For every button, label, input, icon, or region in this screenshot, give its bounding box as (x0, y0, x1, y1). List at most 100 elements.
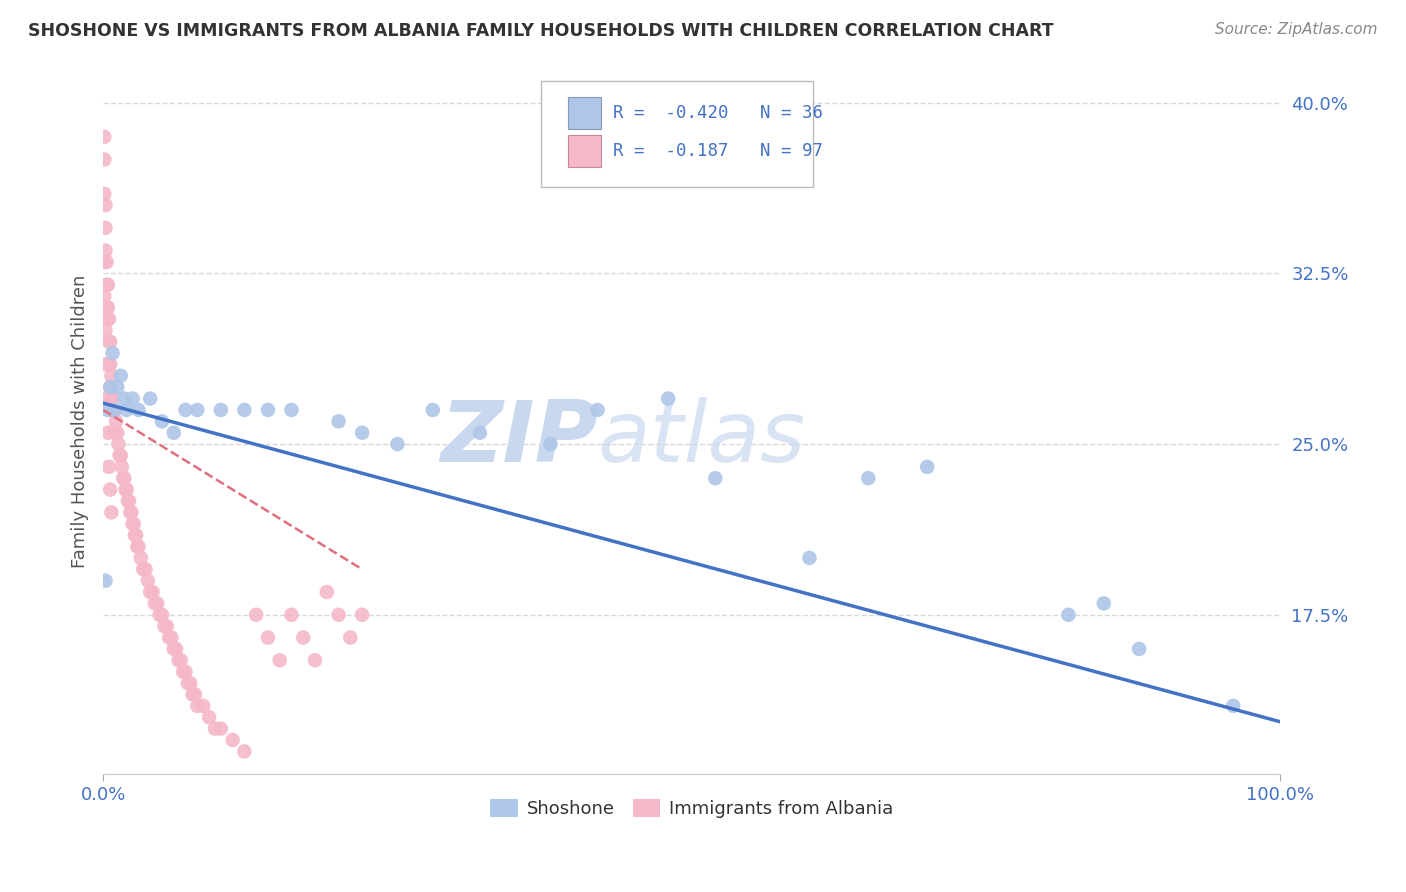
FancyBboxPatch shape (541, 80, 813, 187)
Point (280, 607, 302, 622)
Point (149, 607, 172, 622)
Point (97, 425, 120, 440)
Point (101, 403, 124, 417)
Point (540, 437, 562, 451)
Point (94, 220, 117, 235)
Point (96, 255, 118, 269)
Point (100, 392, 122, 406)
Point (93, 129, 115, 144)
Point (101, 346, 124, 360)
Text: SHOSHONE VS IMMIGRANTS FROM ALBANIA FAMILY HOUSEHOLDS WITH CHILDREN CORRELATION : SHOSHONE VS IMMIGRANTS FROM ALBANIA FAMI… (28, 22, 1053, 40)
Point (112, 471, 135, 485)
Point (100, 403, 122, 417)
Point (657, 392, 679, 406)
Point (209, 722, 232, 736)
Point (132, 562, 155, 576)
Point (315, 585, 337, 599)
Point (94, 244, 117, 258)
Point (97, 312, 120, 326)
Point (233, 403, 256, 417)
Point (115, 483, 138, 497)
Point (257, 631, 280, 645)
Point (101, 403, 124, 417)
Point (245, 607, 267, 622)
Point (184, 688, 207, 702)
Point (468, 425, 491, 440)
Point (163, 425, 186, 440)
Point (93, 153, 115, 167)
Point (100, 368, 122, 383)
Point (170, 653, 193, 667)
Point (122, 516, 145, 531)
Point (136, 574, 159, 588)
Point (110, 449, 132, 463)
Y-axis label: Family Households with Children: Family Households with Children (72, 275, 89, 568)
Point (193, 698, 215, 713)
Bar (568, 136, 602, 167)
Point (103, 403, 125, 417)
Point (186, 403, 208, 417)
Point (98, 312, 121, 326)
Point (127, 403, 149, 417)
Point (1128, 642, 1150, 657)
Point (93, 289, 115, 303)
Text: R =  -0.420   N = 36: R = -0.420 N = 36 (613, 104, 823, 122)
Point (101, 392, 124, 406)
Point (120, 505, 142, 519)
Point (167, 653, 190, 667)
Point (97, 403, 120, 417)
Point (179, 676, 201, 690)
Point (292, 631, 315, 645)
Point (124, 528, 146, 542)
Point (134, 562, 156, 576)
Point (204, 722, 226, 736)
Point (105, 414, 128, 428)
Point (118, 494, 141, 508)
Point (120, 505, 142, 519)
Point (328, 414, 350, 428)
Point (96, 301, 118, 315)
Point (1222, 698, 1244, 713)
Point (163, 642, 186, 657)
Point (127, 540, 149, 554)
Point (177, 676, 200, 690)
Point (105, 380, 128, 394)
Point (100, 505, 122, 519)
Text: ZIP: ZIP (440, 398, 598, 481)
Point (104, 425, 127, 440)
Point (339, 631, 361, 645)
Point (352, 425, 374, 440)
Point (110, 368, 132, 383)
Point (96, 392, 118, 406)
Text: Source: ZipAtlas.com: Source: ZipAtlas.com (1215, 22, 1378, 37)
Point (799, 550, 821, 565)
Point (114, 483, 136, 497)
Point (172, 665, 194, 679)
Point (139, 392, 162, 406)
Point (150, 607, 173, 622)
Point (97, 301, 120, 315)
Point (98, 334, 121, 349)
Point (233, 744, 256, 758)
Point (146, 596, 169, 610)
Point (121, 516, 143, 531)
Point (387, 437, 409, 451)
Point (160, 631, 183, 645)
Point (94, 198, 117, 212)
Point (93, 255, 115, 269)
Point (98, 358, 121, 372)
Point (174, 665, 197, 679)
Point (98, 358, 121, 372)
Point (352, 607, 374, 622)
Point (108, 449, 131, 463)
Point (174, 403, 197, 417)
Point (104, 403, 127, 417)
Point (94, 574, 117, 588)
Point (103, 425, 125, 440)
Point (181, 688, 204, 702)
Point (142, 585, 165, 599)
Point (156, 619, 179, 633)
Point (93, 186, 115, 201)
Point (269, 653, 291, 667)
Point (96, 277, 118, 292)
